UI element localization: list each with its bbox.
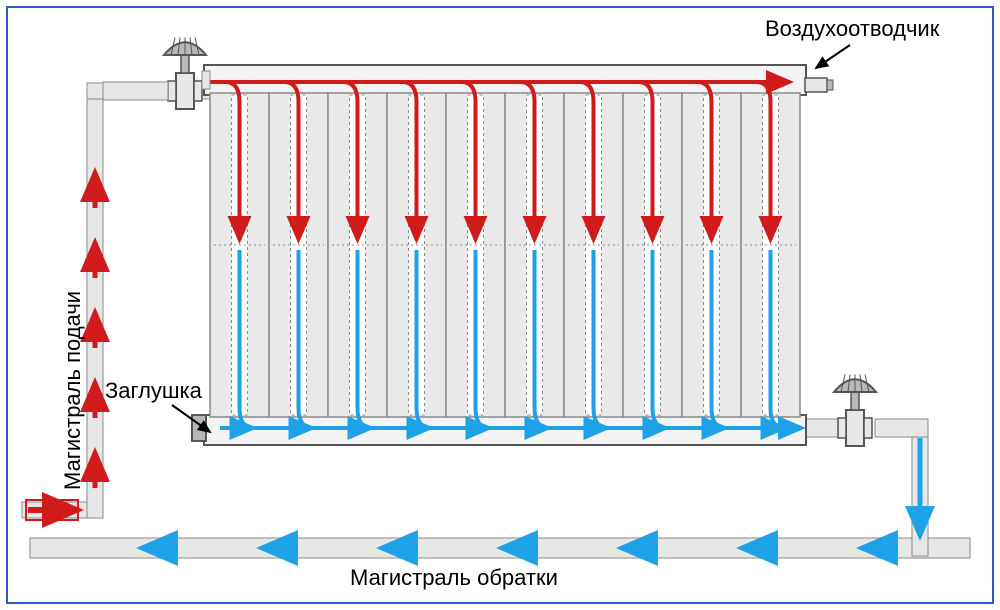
air-vent: [805, 78, 827, 92]
radiator-diagram: [0, 0, 1000, 610]
air-vent-label: Воздухоотводчик: [765, 16, 939, 42]
inlet-valve-body: [176, 73, 194, 109]
air-vent-leader: [816, 45, 850, 68]
supply-main-label: Магистраль подачи: [60, 291, 86, 490]
plug-label: Заглушка: [105, 378, 202, 404]
return-main-label: Магистраль обратки: [350, 565, 558, 591]
outlet-valve-body: [846, 410, 864, 446]
